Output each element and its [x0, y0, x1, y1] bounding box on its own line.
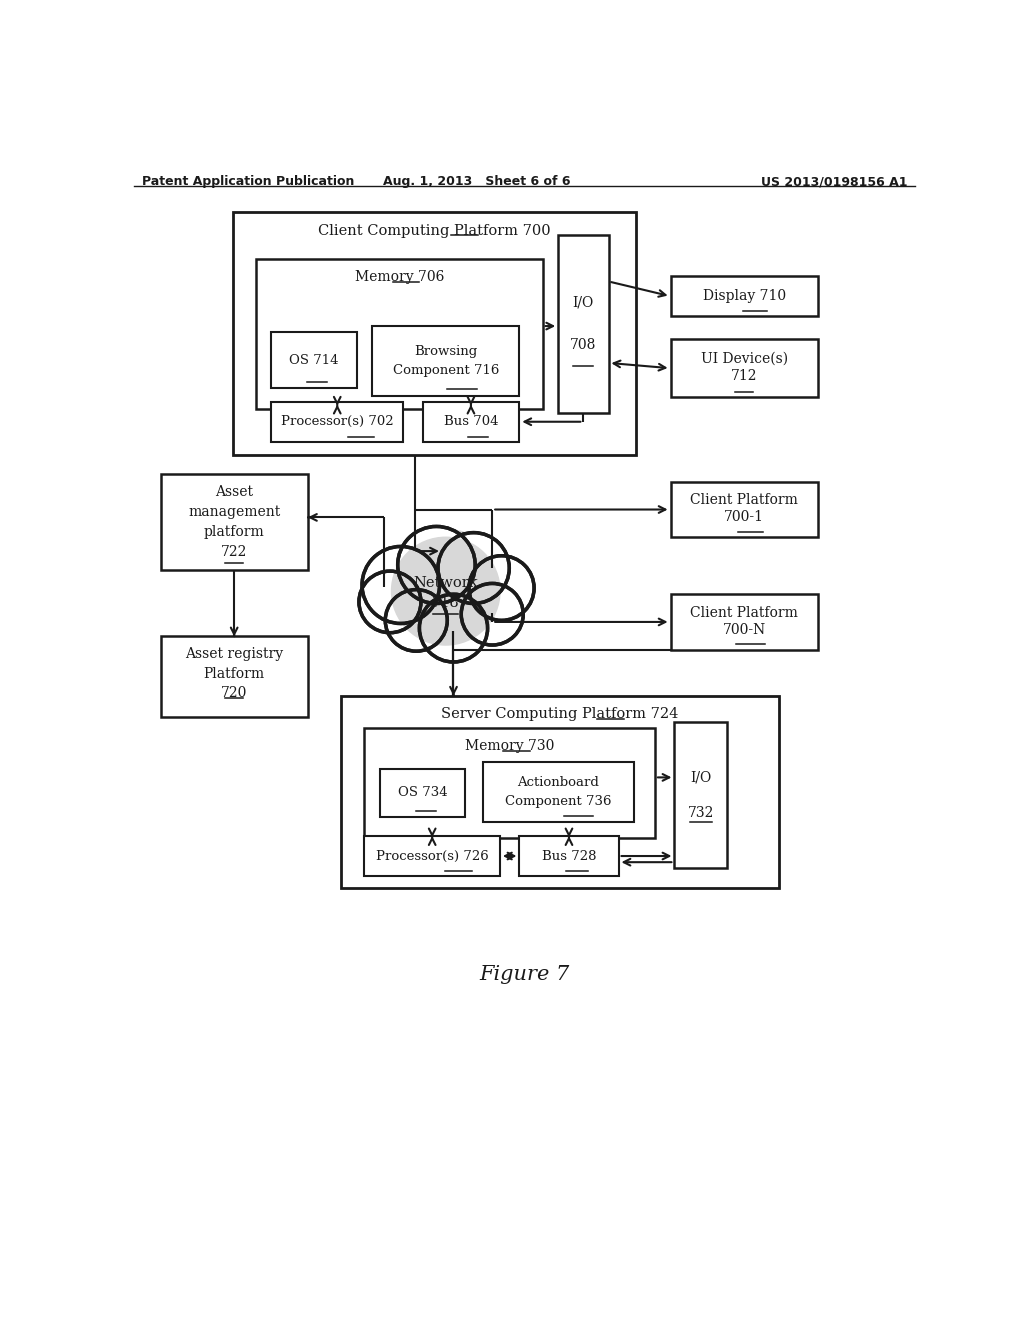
Circle shape [385, 590, 447, 651]
Circle shape [384, 529, 508, 653]
FancyBboxPatch shape [372, 326, 519, 396]
Text: UI Device(s): UI Device(s) [700, 352, 787, 366]
Text: Processor(s) 726: Processor(s) 726 [376, 850, 488, 862]
Text: Memory 706: Memory 706 [354, 271, 444, 284]
Circle shape [391, 537, 500, 645]
Text: Platform: Platform [204, 667, 265, 681]
FancyBboxPatch shape [558, 235, 608, 413]
Text: I/O: I/O [572, 296, 594, 310]
Text: 720: 720 [221, 686, 248, 700]
Circle shape [362, 546, 439, 623]
Text: 712: 712 [731, 368, 758, 383]
Circle shape [385, 590, 447, 651]
Text: Browsing: Browsing [414, 345, 477, 358]
FancyBboxPatch shape [341, 696, 779, 888]
FancyBboxPatch shape [671, 276, 818, 317]
FancyBboxPatch shape [256, 259, 543, 409]
Text: 700-N: 700-N [723, 623, 766, 636]
FancyBboxPatch shape [365, 836, 500, 876]
Text: Bus 728: Bus 728 [542, 850, 596, 862]
Circle shape [420, 594, 487, 663]
Text: Memory 730: Memory 730 [465, 739, 554, 752]
Text: Server Computing Platform 724: Server Computing Platform 724 [441, 708, 679, 722]
Text: Display 710: Display 710 [702, 289, 785, 304]
Circle shape [438, 533, 509, 603]
Text: Bus 704: Bus 704 [443, 416, 499, 428]
Circle shape [469, 556, 535, 620]
Text: OS 714: OS 714 [289, 354, 339, 367]
Text: Patent Application Publication: Patent Application Publication [142, 176, 354, 189]
Circle shape [469, 556, 535, 620]
Text: 718: 718 [432, 597, 460, 610]
Text: Client Platform: Client Platform [690, 606, 798, 619]
FancyBboxPatch shape [380, 770, 465, 817]
FancyBboxPatch shape [161, 636, 308, 717]
Text: Client Computing Platform 700: Client Computing Platform 700 [317, 224, 551, 238]
Text: Client Platform: Client Platform [690, 494, 798, 507]
Text: 732: 732 [687, 805, 714, 820]
FancyBboxPatch shape [519, 836, 618, 876]
Text: 708: 708 [570, 338, 597, 352]
Text: OS 734: OS 734 [397, 787, 447, 800]
Text: Network: Network [414, 577, 478, 590]
Circle shape [359, 572, 421, 632]
Text: US 2013/0198156 A1: US 2013/0198156 A1 [761, 176, 907, 189]
Text: 722: 722 [221, 545, 248, 558]
FancyBboxPatch shape [271, 333, 356, 388]
Text: platform: platform [204, 525, 264, 539]
FancyBboxPatch shape [483, 762, 634, 822]
Text: I/O: I/O [690, 771, 712, 784]
FancyBboxPatch shape [161, 474, 308, 570]
Circle shape [362, 546, 439, 623]
Text: Component 716: Component 716 [392, 363, 499, 376]
Circle shape [461, 583, 523, 645]
Circle shape [359, 572, 421, 632]
FancyBboxPatch shape [423, 401, 519, 442]
Circle shape [420, 594, 487, 663]
Circle shape [438, 533, 509, 603]
FancyBboxPatch shape [675, 722, 727, 869]
Circle shape [461, 583, 523, 645]
Text: Aug. 1, 2013   Sheet 6 of 6: Aug. 1, 2013 Sheet 6 of 6 [383, 176, 570, 189]
FancyBboxPatch shape [232, 213, 636, 455]
Circle shape [397, 527, 475, 603]
FancyBboxPatch shape [671, 339, 818, 397]
FancyBboxPatch shape [671, 594, 818, 649]
FancyBboxPatch shape [271, 401, 403, 442]
Text: Actionboard: Actionboard [517, 776, 599, 789]
Text: Component 736: Component 736 [505, 795, 611, 808]
Circle shape [393, 539, 499, 644]
FancyBboxPatch shape [365, 729, 655, 838]
Text: Asset registry: Asset registry [185, 647, 284, 660]
Text: 700-1: 700-1 [724, 511, 764, 524]
Text: Figure 7: Figure 7 [479, 965, 570, 985]
FancyBboxPatch shape [671, 482, 818, 537]
Text: Asset: Asset [215, 484, 253, 499]
Text: management: management [188, 506, 281, 519]
Text: Processor(s) 702: Processor(s) 702 [281, 416, 393, 428]
Circle shape [397, 527, 475, 603]
